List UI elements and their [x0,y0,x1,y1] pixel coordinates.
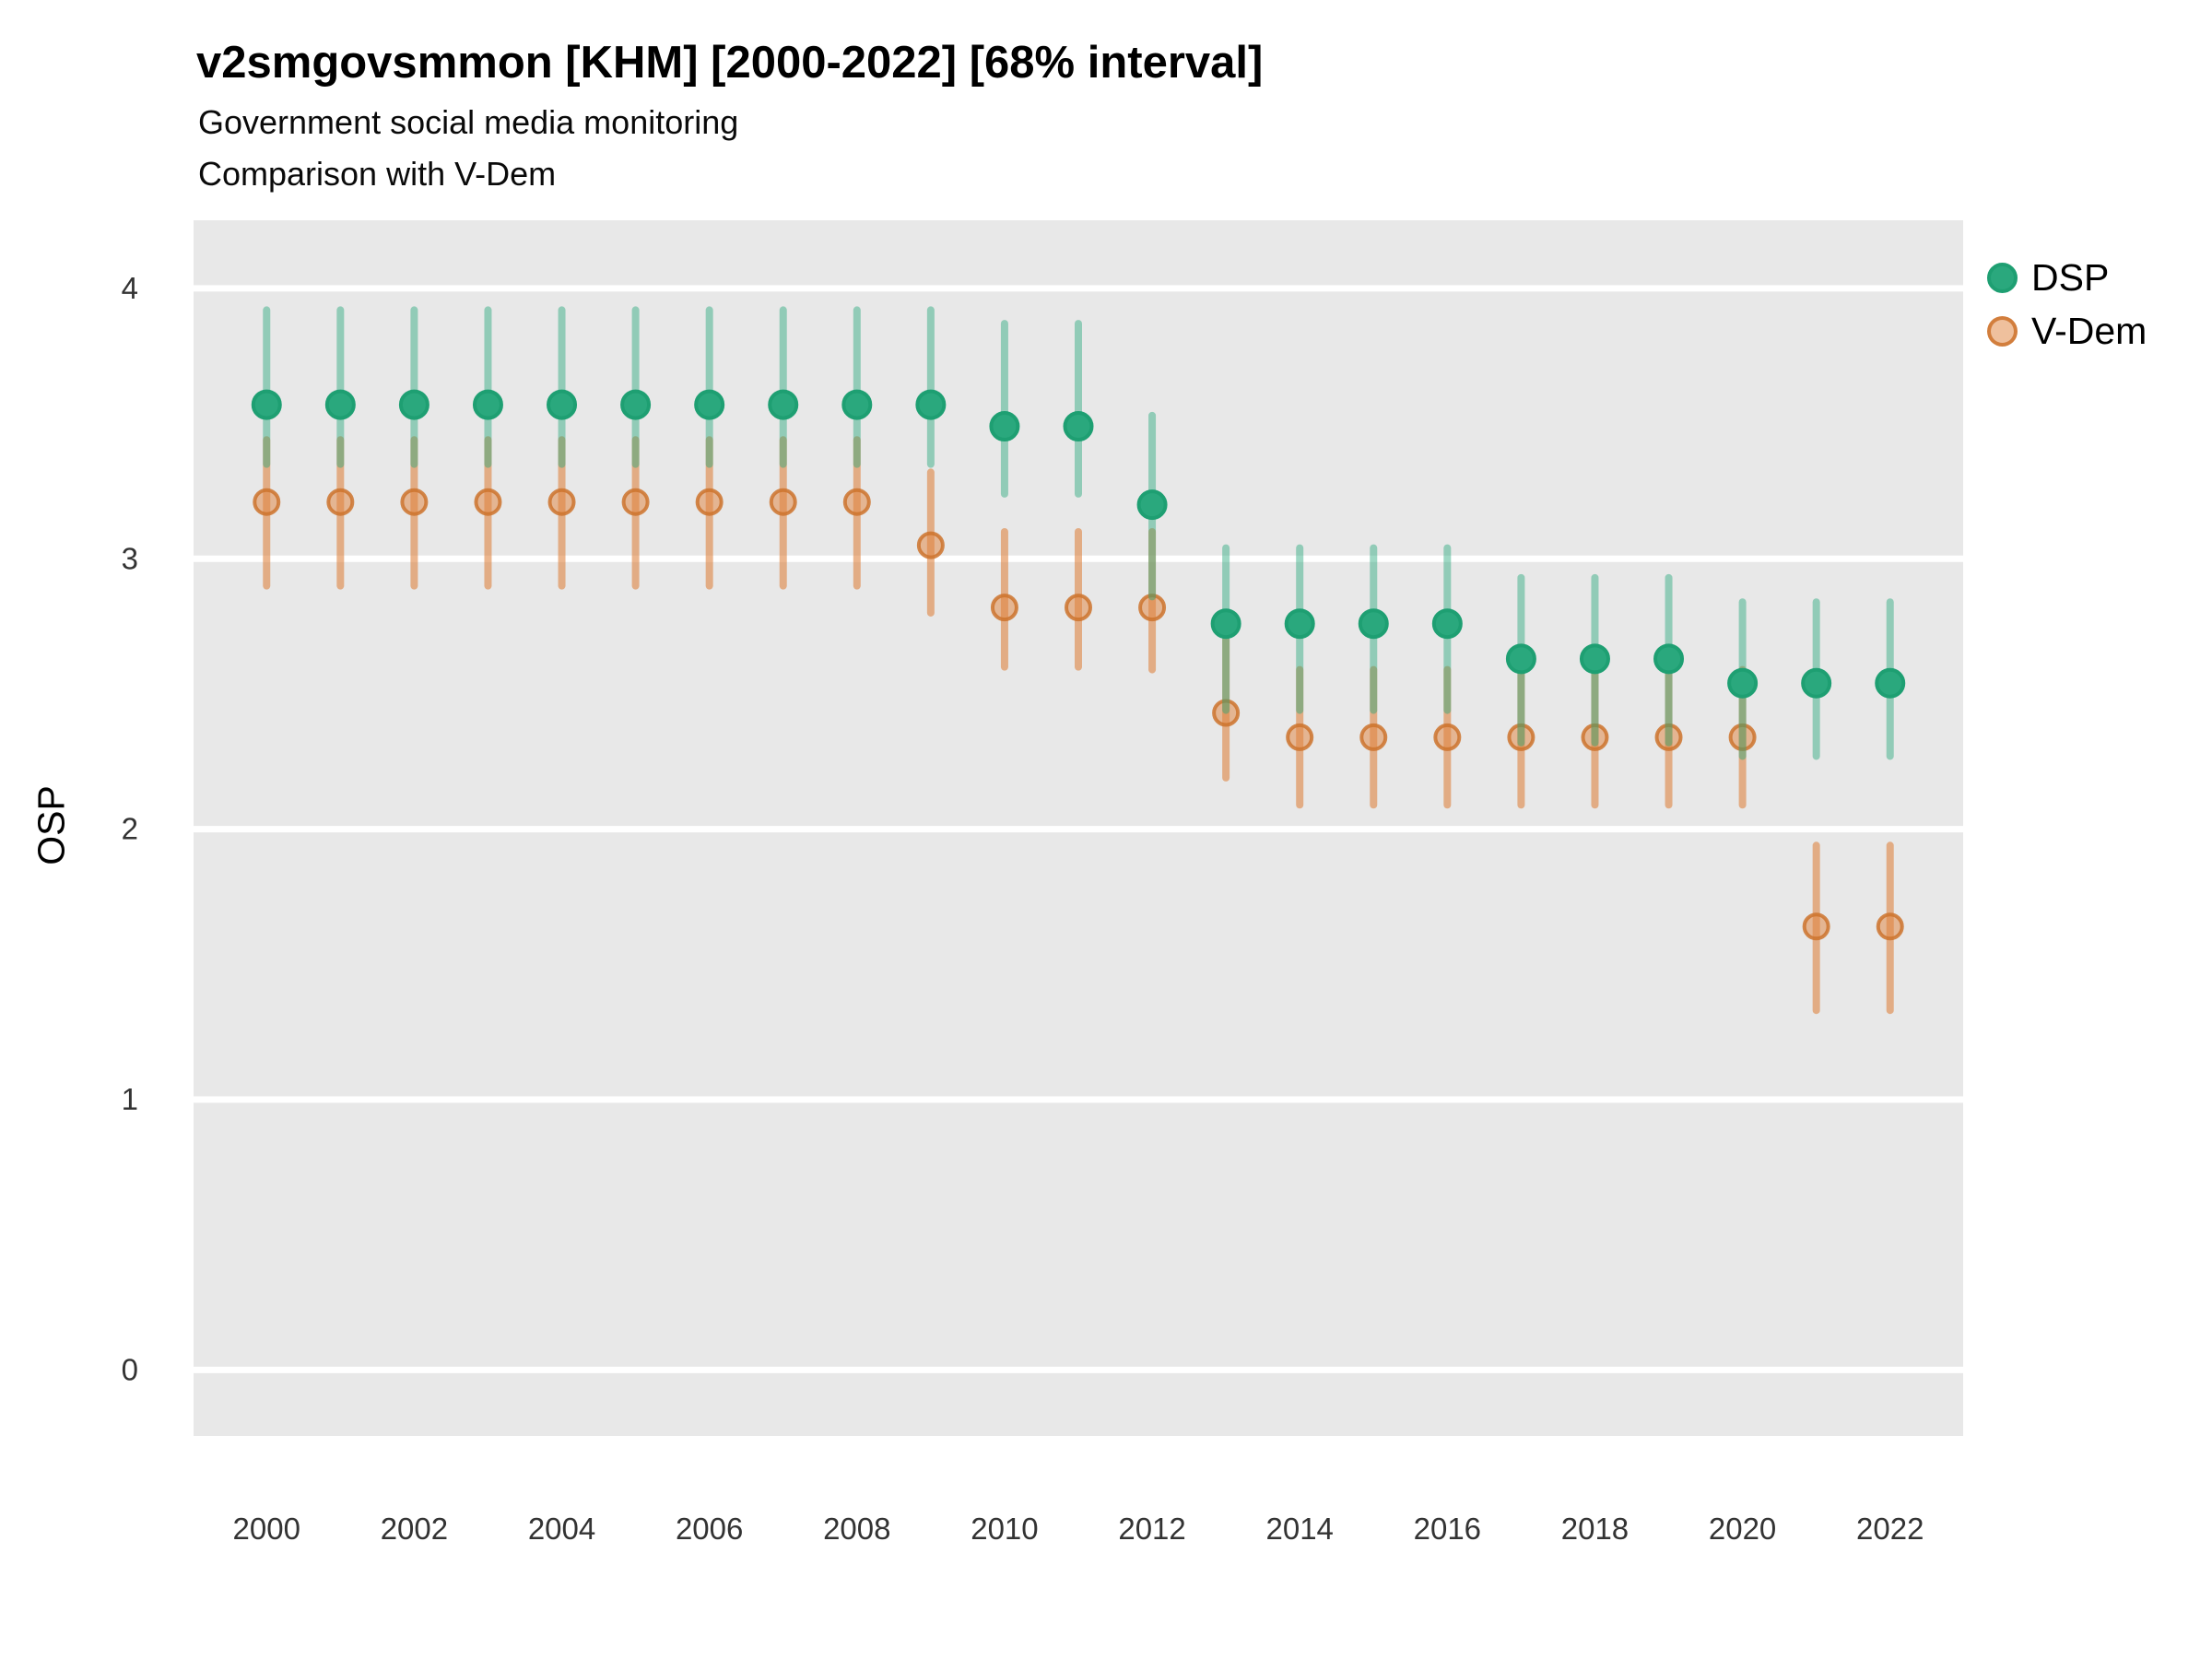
point-dsp-2022 [1875,667,1906,699]
x-tick-label-2006: 2006 [676,1512,743,1546]
x-tick-label-2004: 2004 [528,1512,595,1546]
y-tick-label-3: 3 [122,541,138,575]
point-vdem-2009 [916,531,945,559]
point-dsp-2019 [1653,643,1685,675]
x-tick-label-2010: 2010 [971,1512,1038,1546]
point-dsp-2000 [251,389,282,420]
point-dsp-2014 [1284,608,1315,640]
point-vdem-2015 [1359,723,1388,751]
point-vdem-2004 [547,488,576,516]
point-vdem-2012 [1138,594,1167,622]
page-title: v2smgovsmmon [KHM] [2000-2022] [68% inte… [196,38,1264,88]
legend-label-vdem: V-Dem [2031,309,2147,352]
point-dsp-2003 [472,389,503,420]
x-tick-label-2002: 2002 [381,1512,448,1546]
point-vdem-2016 [1433,723,1462,751]
x-tick-label-2018: 2018 [1561,1512,1629,1546]
point-dsp-2004 [547,389,578,420]
point-vdem-2013 [1212,699,1241,727]
point-dsp-2015 [1358,608,1389,640]
point-dsp-2013 [1210,608,1241,640]
dsp-legend-dot-icon [1987,262,2018,293]
point-vdem-2019 [1654,723,1683,751]
point-vdem-2006 [695,488,724,516]
point-dsp-2005 [620,389,652,420]
point-vdem-2002 [400,488,429,516]
point-vdem-2008 [842,488,871,516]
y-tick-label-2: 2 [122,812,138,846]
point-vdem-2018 [1581,723,1609,751]
point-dsp-2020 [1727,667,1759,699]
chart-subtitle-2: Comparison with V-Dem [198,155,557,193]
point-dsp-2007 [768,389,799,420]
point-dsp-2018 [1579,643,1610,675]
point-vdem-2010 [990,594,1018,622]
point-vdem-2020 [1728,723,1757,751]
legend-label-dsp: DSP [2031,255,2110,299]
x-tick-label-2020: 2020 [1709,1512,1776,1546]
x-tick-label-2022: 2022 [1856,1512,1924,1546]
point-vdem-2014 [1286,723,1314,751]
y-tick-label-0: 0 [122,1352,138,1386]
point-vdem-2021 [1802,912,1830,941]
point-dsp-2011 [1063,411,1094,442]
point-dsp-2017 [1505,643,1536,675]
point-vdem-2022 [1876,912,1904,941]
point-vdem-2007 [769,488,797,516]
point-vdem-2003 [474,488,502,516]
chart-subtitle: Government social media monitoring [198,103,739,141]
point-dsp-2009 [915,389,947,420]
x-tick-label-2000: 2000 [233,1512,300,1546]
point-dsp-2012 [1136,489,1168,521]
point-vdem-2000 [253,488,281,516]
point-vdem-2005 [621,488,650,516]
x-tick-label-2016: 2016 [1414,1512,1481,1546]
point-dsp-2010 [989,411,1020,442]
point-dsp-2021 [1801,667,1832,699]
y-tick-label-1: 1 [122,1082,138,1116]
point-vdem-2017 [1507,723,1535,751]
point-dsp-2001 [324,389,356,420]
vdem-legend-dot-icon [1987,315,2018,347]
point-dsp-2002 [398,389,429,420]
x-tick-label-2014: 2014 [1265,1512,1333,1546]
point-vdem-2011 [1065,594,1092,622]
legend: DSP V-Dem [1987,251,2147,358]
legend-item-vdem: V-Dem [1987,304,2147,358]
point-dsp-2006 [694,389,725,420]
legend-item-dsp: DSP [1987,251,2147,304]
point-vdem-2001 [326,488,355,516]
x-tick-label-2012: 2012 [1118,1512,1185,1546]
x-tick-label-2008: 2008 [823,1512,890,1546]
point-dsp-2016 [1431,608,1463,640]
y-tick-label-4: 4 [122,271,138,305]
point-dsp-2008 [841,389,873,420]
